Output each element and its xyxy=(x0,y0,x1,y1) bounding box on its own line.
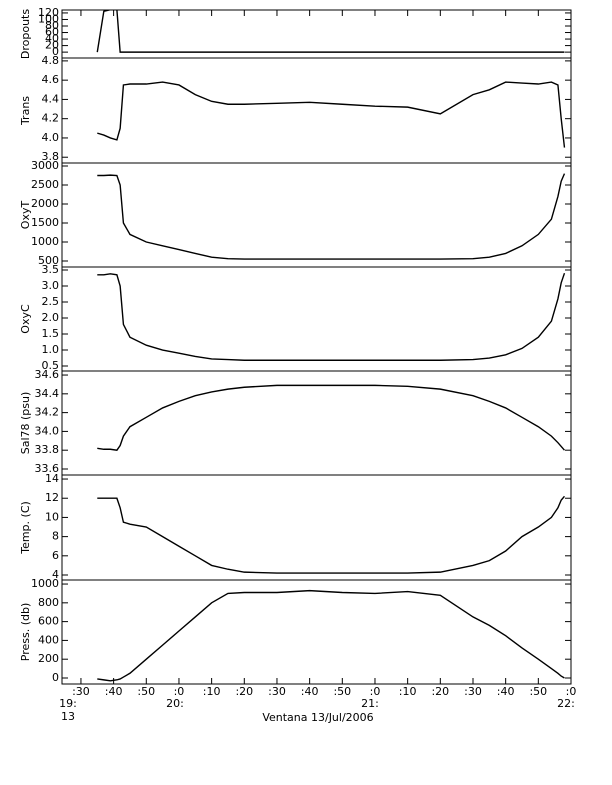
x-tick-label: :50 xyxy=(333,685,351,698)
y-tick-label: 1000 xyxy=(31,235,59,248)
x-tick-label: :30 xyxy=(72,685,90,698)
data-line xyxy=(97,589,565,682)
panel-frame xyxy=(61,370,572,476)
y-tick-label: 4 xyxy=(52,568,59,581)
y-tick-label: 3.0 xyxy=(42,279,60,292)
y-tick-label: 120 xyxy=(38,6,59,19)
y-axis-label: Trans xyxy=(19,96,32,126)
day-label: 13 xyxy=(61,710,75,723)
y-tick-label: 33.8 xyxy=(35,443,60,456)
y-tick-label: 2500 xyxy=(31,178,59,191)
y-tick-label: 0 xyxy=(52,45,59,58)
data-line xyxy=(97,495,566,574)
y-tick-label: 0 xyxy=(52,671,59,684)
y-tick-label: 6 xyxy=(52,549,59,562)
y-axis-label: Press. (db) xyxy=(19,603,32,662)
y-tick-label: 12 xyxy=(45,491,59,504)
y-tick-label: 2.0 xyxy=(42,311,60,324)
y-tick-label: 34.0 xyxy=(35,424,60,437)
y-tick-label: 80 xyxy=(45,19,59,32)
x-tick-label: :50 xyxy=(529,685,547,698)
x-tick-label: :10 xyxy=(203,685,221,698)
x-tick-label: :0 xyxy=(370,685,381,698)
x-tick-label: :40 xyxy=(105,685,123,698)
panel-frame xyxy=(61,9,572,59)
y-tick-label: 0.5 xyxy=(42,359,60,372)
x-tick-label: :30 xyxy=(268,685,286,698)
y-tick-label: 2000 xyxy=(31,197,59,210)
data-line xyxy=(97,173,566,260)
x-tick-label: :50 xyxy=(137,685,155,698)
y-tick-label: 10 xyxy=(45,510,59,523)
y-tick-label: 4.0 xyxy=(42,131,60,144)
y-tick-label: 33.6 xyxy=(35,462,60,475)
data-line xyxy=(97,81,566,148)
hour-label: 21: xyxy=(361,697,379,710)
y-tick-label: 1500 xyxy=(31,216,59,229)
x-tick-label: :30 xyxy=(464,685,482,698)
y-axis-label: OxyC xyxy=(19,304,32,334)
y-tick-label: 3.8 xyxy=(42,150,60,163)
y-tick-label: 4.8 xyxy=(42,54,60,67)
y-tick-label: 60 xyxy=(45,26,59,39)
y-tick-label: 200 xyxy=(38,652,59,665)
y-tick-label: 20 xyxy=(45,39,59,52)
x-tick-label: :20 xyxy=(431,685,449,698)
hour-label: 20: xyxy=(166,697,184,710)
y-tick-label: 34.2 xyxy=(35,406,60,419)
hour-label: 19: xyxy=(59,697,77,710)
y-tick-label: 34.6 xyxy=(35,368,60,381)
x-tick-label: :40 xyxy=(497,685,515,698)
y-tick-label: 100 xyxy=(38,12,59,25)
y-axis-label: Dropouts xyxy=(19,9,32,59)
panel-frame xyxy=(61,579,572,685)
x-tick-label: :10 xyxy=(399,685,417,698)
x-tick-label: :20 xyxy=(235,685,253,698)
y-tick-label: 2.5 xyxy=(42,295,60,308)
y-tick-label: 34.4 xyxy=(35,387,60,400)
panel-frame xyxy=(61,266,572,372)
y-tick-label: 3.5 xyxy=(42,263,60,276)
x-tick-label: :0 xyxy=(566,685,577,698)
y-tick-label: 1.5 xyxy=(42,327,60,340)
data-line xyxy=(97,384,565,451)
y-tick-label: 4.2 xyxy=(42,112,60,125)
hour-label: 22: xyxy=(557,697,575,710)
y-tick-label: 800 xyxy=(38,596,59,609)
y-tick-label: 600 xyxy=(38,615,59,628)
y-tick-label: 1.0 xyxy=(42,343,60,356)
y-tick-label: 8 xyxy=(52,530,59,543)
y-axis-label: Sal78 (psu) xyxy=(19,392,32,455)
x-tick-label: :0 xyxy=(174,685,185,698)
y-tick-label: 1000 xyxy=(31,577,59,590)
panel-frame xyxy=(61,162,572,268)
x-tick-label: :40 xyxy=(301,685,319,698)
y-tick-label: 500 xyxy=(38,254,59,267)
panel-frame xyxy=(61,474,572,581)
y-axis-label: Temp. (C) xyxy=(19,501,32,555)
y-tick-label: 4.4 xyxy=(42,92,60,105)
y-tick-label: 4.6 xyxy=(42,73,60,86)
panel-frame xyxy=(61,57,572,164)
x-axis-label: Ventana 13/Jul/2006 xyxy=(262,711,373,724)
y-tick-label: 3000 xyxy=(31,159,59,172)
data-line xyxy=(96,10,565,53)
y-tick-label: 14 xyxy=(45,472,59,485)
data-line xyxy=(97,272,566,361)
y-tick-label: 400 xyxy=(38,633,59,646)
y-tick-label: 40 xyxy=(45,32,59,45)
y-axis-label: OxyT xyxy=(19,201,32,230)
